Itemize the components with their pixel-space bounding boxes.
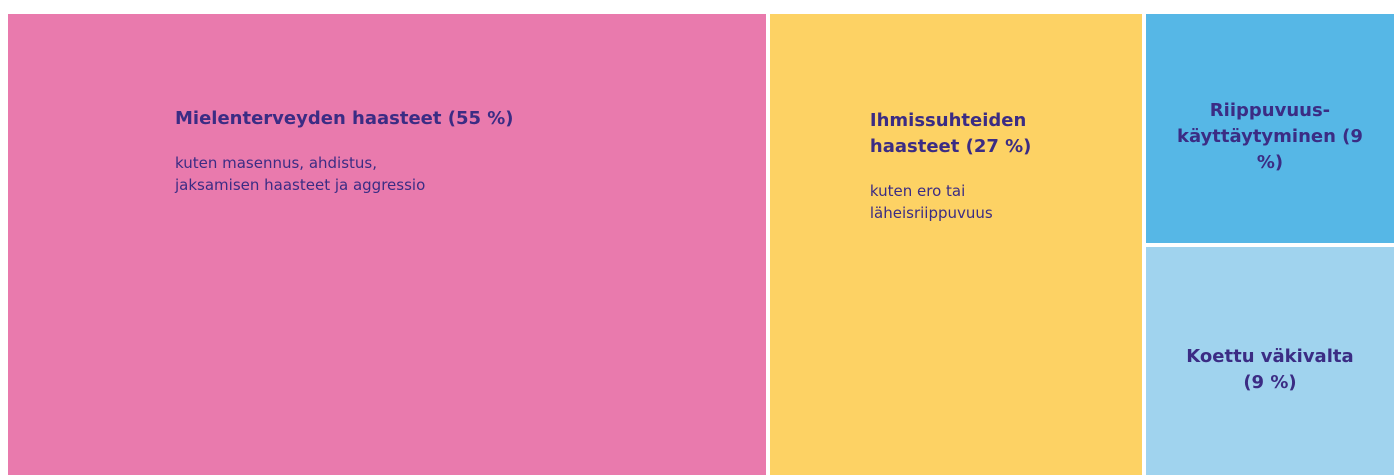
tile-label: Riippuvuus-käyttäytyminen (9 %): [1176, 100, 1363, 174]
tile: Mielenterveyden haasteet (55 %) kuten mas…: [8, 14, 766, 475]
tile-label: Mielenterveyden haasteet (55 %): [175, 108, 514, 129]
tile-label: Koettu väkivalta (9 %): [1186, 345, 1354, 393]
tile-description: kuten ero tai läheisriippuvuus: [869, 182, 993, 222]
tile: Koettu väkivalta (9 %): [1145, 246, 1394, 475]
tile: Ihmissuhteiden haasteet (27 %) kuten ero …: [769, 14, 1142, 475]
tile-label: Ihmissuhteiden haasteet (27 %): [869, 110, 1032, 157]
tile: Riippuvuus-käyttäytyminen (9 %): [1145, 14, 1394, 243]
tile-description: kuten masennus, ahdistus, jaksamisen haa…: [175, 154, 426, 194]
